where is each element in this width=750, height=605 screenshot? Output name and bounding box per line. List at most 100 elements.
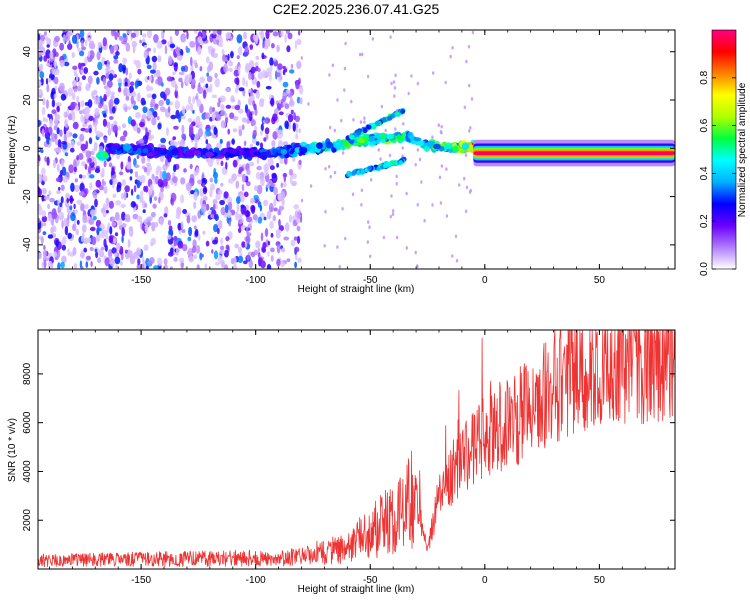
spectrogram-noise-cell	[258, 257, 263, 263]
spectrogram-noise-cell	[228, 220, 231, 227]
spectrogram-noise-cell	[105, 197, 110, 206]
spectrogram-noise-cell	[123, 191, 127, 201]
spectrogram-noise-cell	[180, 80, 184, 89]
spectrogram-noise-cell	[142, 209, 146, 214]
spectrogram-noise-cell	[205, 240, 210, 247]
spectrogram-noise-cell	[185, 104, 191, 111]
spectrogram-noise-cell	[467, 45, 471, 49]
spectrogram-noise-cell	[194, 62, 198, 69]
spectrogram-noise-cell	[256, 165, 262, 171]
spectrogram-noise-cell	[106, 63, 111, 71]
spectrogram-noise-cell	[79, 30, 85, 39]
spectrogram-noise-cell	[38, 39, 43, 49]
spectrogram-noise-cell	[465, 59, 468, 64]
spectrogram-noise-cell	[83, 237, 89, 245]
spectrogram-noise-cell	[67, 87, 74, 97]
spectrogram-noise-cell	[133, 59, 138, 65]
spectrogram-noise-cell	[214, 213, 219, 222]
spectrogram-noise-cell	[49, 139, 52, 145]
snr-xtick-label: -150	[131, 575, 151, 586]
spectrogram-noise-cell	[95, 96, 101, 105]
spectrogram-noise-cell	[200, 203, 207, 213]
spectrogram-noise-cell	[42, 222, 47, 227]
spectrogram-noise-cell	[309, 184, 313, 188]
spectrogram-noise-cell	[464, 153, 468, 157]
spectrogram-noise-cell	[146, 110, 153, 119]
spectrogram-noise-cell	[236, 55, 240, 60]
spectrogram-noise-cell	[366, 240, 369, 244]
spectrogram-ridge-cell	[142, 148, 149, 154]
spectrogram-noise-cell	[138, 139, 145, 144]
spectrogram-noise-cell	[243, 191, 249, 198]
spectrogram-noise-cell	[390, 194, 393, 198]
spectrogram-noise-cell	[216, 30, 222, 35]
spectrogram-noise-cell	[106, 80, 113, 88]
spectrogram-noise-cell	[128, 227, 134, 237]
spectrogram-noise-cell	[73, 166, 77, 173]
spectrogram-noise-cell	[194, 228, 199, 237]
spectrogram-ridge-cell	[242, 150, 251, 157]
spectrogram-noise-cell	[275, 229, 282, 234]
spectrogram-noise-cell	[296, 38, 302, 46]
spectrogram-noise-cell	[121, 123, 127, 129]
spectrogram-noise-cell	[248, 97, 253, 106]
spectrogram-noise-cell	[253, 103, 257, 111]
spectrogram-noise-cell	[199, 252, 203, 261]
spectrogram-ridge-cell	[386, 133, 394, 140]
spectrogram-noise-cell	[161, 39, 167, 45]
spectrogram-noise-cell	[148, 133, 152, 142]
spectrogram-noise-cell	[89, 174, 95, 179]
spectrogram-noise-cell	[146, 30, 153, 39]
spectrogram-noise-cell	[51, 67, 56, 75]
spectrogram-noise-cell	[73, 263, 78, 269]
spectrogram-noise-cell	[296, 213, 302, 219]
spectrogram-noise-cell	[234, 104, 241, 111]
spectrogram-noise-cell	[121, 179, 127, 187]
spectrogram-noise-cell	[236, 196, 241, 205]
spectrogram-noise-cell	[449, 54, 452, 59]
spectrogram-noise-cell	[173, 125, 179, 130]
spectrogram-noise-cell	[146, 93, 153, 99]
spectrogram-noise-cell	[113, 55, 119, 60]
spectrogram-noise-cell	[454, 234, 458, 238]
spectrogram-noise-cell	[241, 124, 245, 131]
spectrogram-noise-cell	[38, 188, 42, 197]
spectrogram-noise-cell	[68, 164, 74, 174]
spectrogram-noise-cell	[165, 158, 168, 167]
spectrogram-noise-cell	[234, 77, 239, 85]
spectrogram-noise-cell	[46, 156, 50, 166]
spectrogram-noise-cell	[151, 93, 157, 100]
spectrogram-ridge-cell	[396, 134, 401, 140]
spectrogram-noise-cell	[281, 247, 286, 253]
spectrogram-noise-cell	[209, 83, 213, 89]
spectrogram-noise-cell	[181, 34, 186, 43]
spectrogram-noise-cell	[392, 80, 396, 84]
spectrogram-ytick-label: 20	[22, 94, 33, 106]
spectrogram-noise-cell	[401, 146, 404, 150]
spectrogram-noise-cell	[212, 30, 217, 35]
spectrogram-noise-cell	[51, 211, 58, 220]
spectrogram-noise-cell	[256, 184, 263, 195]
spectrogram-noise-cell	[359, 120, 363, 124]
spectrogram-noise-cell	[167, 234, 172, 240]
colorbar-tick-label: 0.6	[699, 118, 710, 132]
spectrogram-noise-cell	[89, 246, 94, 252]
spectrogram-noise-cell	[259, 98, 265, 108]
spectrogram-noise-cell	[193, 225, 197, 230]
spectrogram-noise-cell	[158, 218, 163, 224]
spectrogram-ridge-cell	[159, 150, 167, 155]
spectrogram-noise-cell	[416, 264, 419, 269]
spectrogram-noise-cell	[296, 225, 301, 232]
spectrogram-noise-cell	[247, 89, 252, 93]
spectrogram-noise-cell	[224, 204, 229, 214]
spectrogram-noise-cell	[290, 63, 294, 69]
spectrogram-noise-cell	[94, 168, 101, 174]
spectrogram-noise-cell	[51, 218, 54, 226]
spectrogram-noise-cell	[255, 172, 261, 180]
spectrogram-noise-cell	[151, 55, 158, 63]
spectrogram-noise-cell	[276, 258, 281, 267]
spectrogram-noise-cell	[85, 150, 92, 159]
spectrogram-noise-cell	[145, 84, 151, 92]
spectrogram-noise-cell	[219, 249, 225, 255]
